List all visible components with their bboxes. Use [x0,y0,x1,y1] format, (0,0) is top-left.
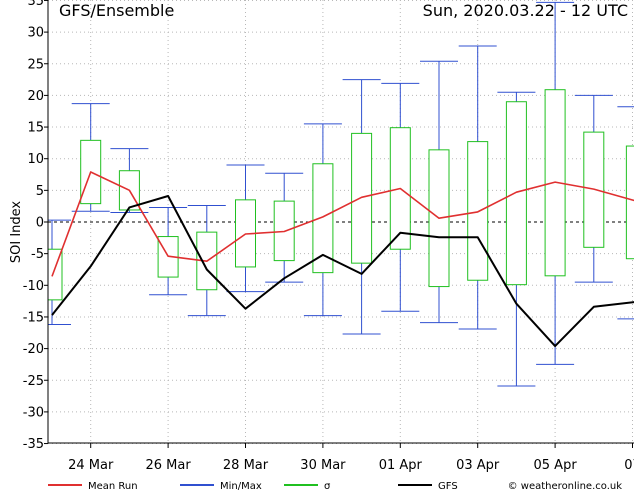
legend-item: σ [284,481,331,490]
y-tick-label: -25 [23,374,44,389]
series-line-mean-run [51,171,634,277]
chart-date-label: Sun, 2020.03.22 - 12 UTC [423,1,628,20]
ensemble-box [226,164,265,293]
series-lines [51,171,634,348]
grid [48,0,634,445]
credit-text: © weatheronline.co.uk [508,481,623,490]
y-tick-label: 30 [27,26,44,41]
x-tick-label: 07 [624,458,634,473]
x-axis-ticks: 24 Mar 26 Mar 28 Mar 30 Mar 01 Apr 03 Apr 05 A… [68,443,634,473]
legend-item: GFS [398,481,458,490]
x-tick-label: 01 Apr [379,458,423,473]
y-tick-label: 5 [36,184,44,199]
ensemble-box [48,219,71,326]
ensemble-box [617,106,634,320]
x-tick-label: 30 Mar [300,458,346,473]
ensemble-boxes [48,1,634,387]
x-tick-label: 28 Mar [223,458,269,473]
x-tick-label: 03 Apr [456,458,500,473]
x-tick-label: 26 Mar [145,458,191,473]
y-tick-label: 15 [27,121,44,136]
sigma-box [467,141,489,281]
ensemble-box [265,172,304,283]
ensemble-box [497,91,536,387]
legend-label: GFS [438,481,458,490]
x-tick-label: 24 Mar [68,458,114,473]
legend: Mean Run Min/Max σ GFS [48,481,458,490]
y-tick-label: 20 [27,89,44,104]
y-tick-label: -15 [23,310,44,325]
y-tick-label: -20 [23,342,44,357]
y-tick-label: -35 [23,437,44,452]
y-tick-label: 35 [27,0,44,9]
y-tick-label: 0 [36,216,44,231]
sigma-box [625,145,634,260]
ensemble-box [71,103,110,212]
legend-item: Min/Max [180,481,262,490]
ensemble-box [303,123,342,317]
y-axis-ticks: -35 -30 -25 -20 -15 -10 -5 0 5 10 15 20 25 30 35 [23,0,48,452]
legend-item: Mean Run [48,481,138,490]
legend-label: Min/Max [220,481,262,490]
y-tick-label: 10 [27,152,44,167]
ensemble-box [420,60,458,324]
series-line-gfs [51,195,634,348]
y-tick-label: -30 [23,405,44,420]
ensemble-box [458,45,497,330]
chart-title: GFS/Ensemble [59,1,174,20]
ensemble-box [342,79,381,335]
sigma-box [351,132,373,264]
y-axis-label: SOI Index [9,201,24,264]
sigma-box [505,101,527,286]
y-tick-label: -5 [31,247,44,262]
legend-label: Mean Run [88,481,138,490]
y-tick-label: -10 [23,279,44,294]
legend-label: σ [324,481,331,490]
sigma-box [48,248,63,301]
sigma-box [312,163,334,274]
ensemble-box [536,1,575,365]
y-tick-label: 25 [27,57,44,72]
ensemble-box [381,82,420,312]
x-tick-label: 05 Apr [534,458,578,473]
